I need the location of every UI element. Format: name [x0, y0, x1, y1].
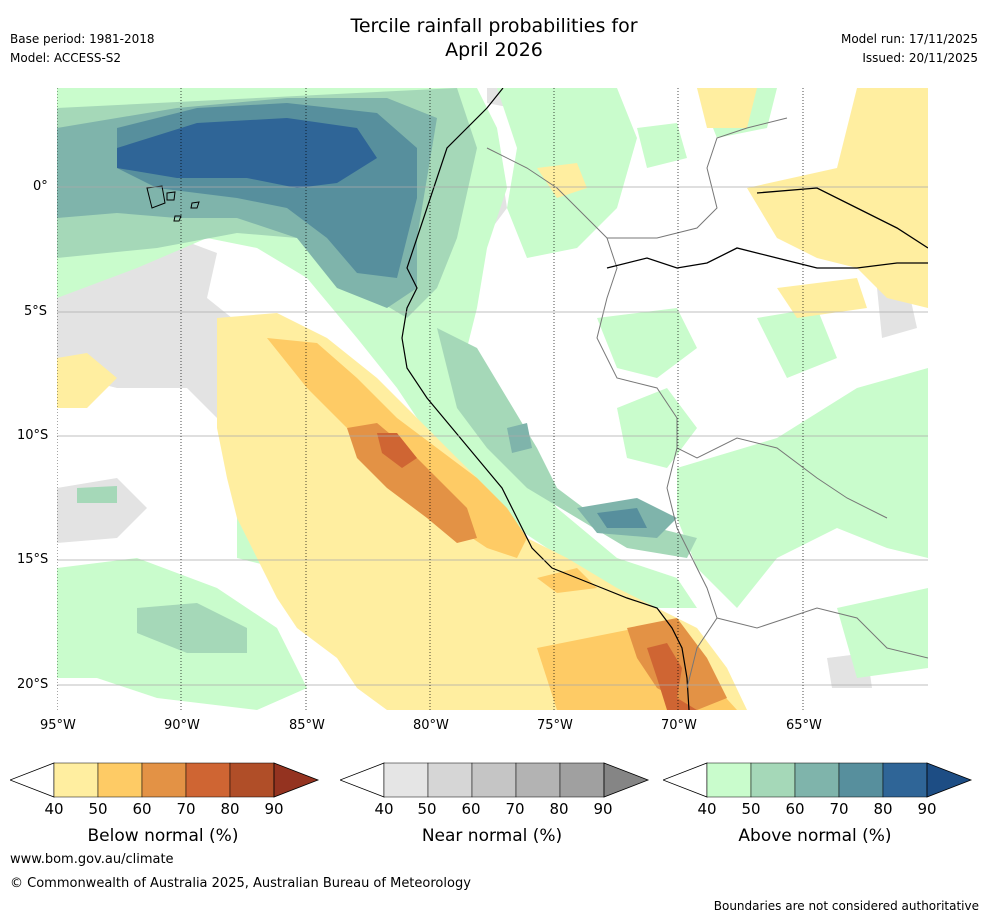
colorbar-extension-low: [10, 762, 55, 798]
model-name: Model: ACCESS-S2: [10, 51, 122, 65]
tick-label: 70: [829, 800, 849, 818]
below-normal-title: Below normal (%): [87, 826, 239, 846]
colorbar-swatch: [706, 762, 752, 798]
lat-label-10s: 10°S: [17, 428, 49, 443]
lat-label-15s: 15°S: [17, 552, 49, 567]
lon-label-95w: 95°W: [40, 718, 76, 733]
coastline: [401, 88, 690, 710]
tick-label: 70: [505, 800, 525, 818]
above-normal-ticks: 40 50 60 70 80 90: [663, 800, 973, 820]
probability-map: [57, 88, 928, 710]
below-normal-ticks: 40 50 60 70 80 90: [10, 800, 320, 820]
tick-label: 90: [917, 800, 937, 818]
lon-label-85w: 85°W: [289, 718, 325, 733]
tick-label: 80: [549, 800, 569, 818]
tick-label: 70: [176, 800, 196, 818]
latitude-gridlines: [57, 186, 928, 686]
lat-label-20s: 20°S: [17, 677, 49, 692]
near-normal-title: Near normal (%): [421, 826, 563, 846]
colorbar-extension-high: [603, 762, 650, 798]
lon-label-90w: 90°W: [164, 718, 200, 733]
colorbar-swatch: [427, 762, 473, 798]
near-normal-colorbar: [340, 762, 650, 798]
tick-label: 90: [593, 800, 613, 818]
copyright-notice: © Commonwealth of Australia 2025, Austra…: [10, 876, 471, 891]
bom-url[interactable]: www.bom.gov.au/climate: [10, 852, 174, 867]
colorbar-swatch: [53, 762, 99, 798]
tick-label: 40: [44, 800, 64, 818]
lon-label-80w: 80°W: [413, 718, 449, 733]
tick-label: 80: [873, 800, 893, 818]
colorbar-extension-high: [926, 762, 973, 798]
colorbar-swatch: [838, 762, 884, 798]
tick-label: 40: [697, 800, 717, 818]
colorbar-swatch: [882, 762, 928, 798]
title-line-2: April 2026: [445, 39, 543, 61]
map-title: Tercile rainfall probabilities for April…: [0, 14, 988, 62]
above-normal-title: Above normal (%): [738, 826, 892, 846]
tick-label: 60: [785, 800, 805, 818]
below-normal-colorbar: [10, 762, 320, 798]
tick-label: 60: [461, 800, 481, 818]
colorbar-swatch: [794, 762, 840, 798]
base-period: Base period: 1981-2018: [10, 32, 155, 46]
colorbar-swatch: [141, 762, 187, 798]
title-line-1: Tercile rainfall probabilities for: [350, 15, 638, 37]
lat-label-0: 0°: [33, 179, 48, 194]
colorbar-swatch: [185, 762, 231, 798]
lat-label-5s: 5°S: [24, 304, 48, 319]
colorbar-swatch: [383, 762, 429, 798]
lon-label-65w: 65°W: [786, 718, 822, 733]
tick-label: 80: [220, 800, 240, 818]
colorbar-swatch: [750, 762, 796, 798]
colorbar-swatch: [471, 762, 517, 798]
colorbar-swatch: [515, 762, 561, 798]
issued-date: Issued: 20/11/2025: [862, 51, 978, 65]
river-negro: [756, 187, 928, 249]
tick-label: 40: [374, 800, 394, 818]
above-normal-colorbar: [663, 762, 973, 798]
colorbar-swatch: [559, 762, 605, 798]
model-run: Model run: 17/11/2025: [840, 32, 978, 46]
colorbar-swatch: [97, 762, 143, 798]
colorbar-swatch: [229, 762, 275, 798]
tick-label: 50: [417, 800, 437, 818]
lon-label-70w: 70°W: [661, 718, 697, 733]
tick-label: 90: [264, 800, 284, 818]
colorbar-extension-low: [663, 762, 708, 798]
tick-label: 60: [132, 800, 152, 818]
colorbar-extension-high: [273, 762, 320, 798]
colorbar-extension-low: [340, 762, 385, 798]
tick-label: 50: [88, 800, 108, 818]
tick-label: 50: [741, 800, 761, 818]
country-boundaries: [486, 117, 928, 689]
river-amazon: [606, 247, 928, 269]
boundary-disclaimer: Boundaries are not considered authoritat…: [713, 899, 979, 913]
lon-label-75w: 75°W: [537, 718, 573, 733]
near-normal-ticks: 40 50 60 70 80 90: [340, 800, 650, 820]
